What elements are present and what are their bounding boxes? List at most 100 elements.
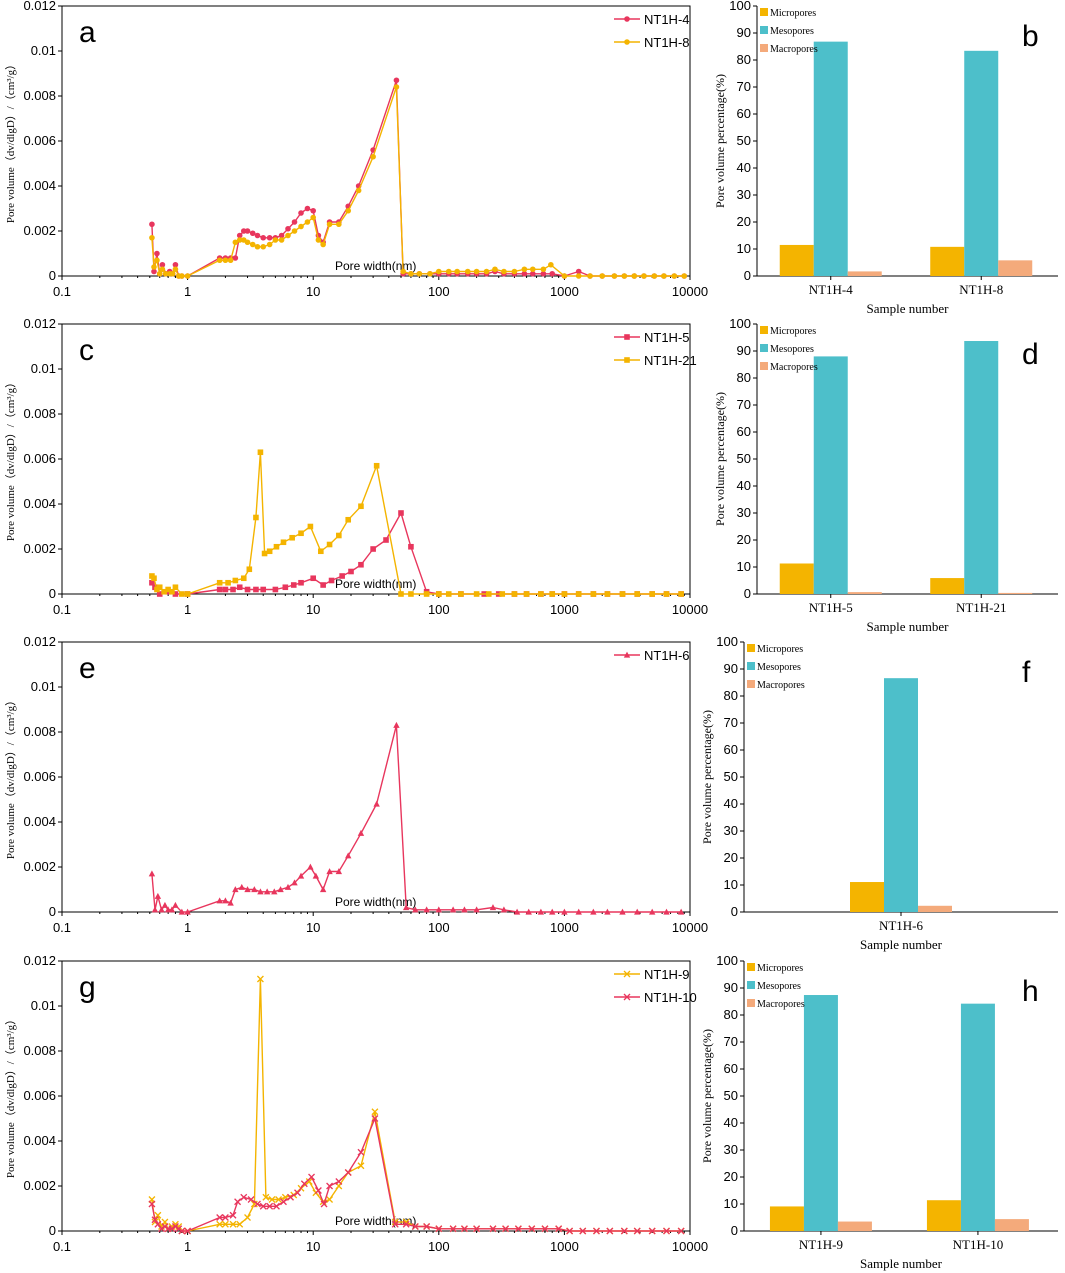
panel-letter: h <box>1022 975 1039 1008</box>
legend-label: NT1H-21 <box>644 353 697 368</box>
y-tick-label: 0.002 <box>23 1178 56 1193</box>
data-point <box>266 241 273 248</box>
data-point <box>445 268 452 275</box>
bar-micropores <box>779 244 814 276</box>
data-point <box>357 1162 365 1170</box>
y-tick-label: 60 <box>724 742 738 757</box>
data-point <box>590 591 597 597</box>
x-tick-label: 1000 <box>550 1239 579 1254</box>
data-point <box>499 591 506 597</box>
data-point <box>391 1220 399 1228</box>
panel-b: 0 10 20 30 40 50 60 70 80 90 100 NT1H-4 NT1H-8 Sample… <box>713 0 1058 316</box>
x-tick-label: 1000 <box>550 602 579 617</box>
y-tick-label: 60 <box>737 424 751 439</box>
x-tick-label: 1 <box>184 920 191 935</box>
legend-item: Mesopores <box>747 662 801 673</box>
data-point <box>511 591 518 597</box>
y-tick-label: 100 <box>716 953 738 968</box>
data-point <box>593 1227 600 1235</box>
data-point <box>500 906 508 913</box>
data-point <box>232 886 239 893</box>
legend-swatch <box>747 981 755 989</box>
data-point <box>357 829 365 836</box>
bar-micropores <box>930 246 965 276</box>
data-point <box>230 586 236 593</box>
x-tick-label: 1 <box>184 284 191 299</box>
data-point <box>168 906 176 913</box>
y-tick-label: 30 <box>724 823 738 838</box>
data-point <box>216 586 223 593</box>
data-point <box>483 268 490 275</box>
data-point <box>412 906 419 913</box>
data-point <box>320 582 326 588</box>
data-point <box>604 591 611 597</box>
bar-mesopores <box>964 341 999 594</box>
y-tick-label: 60 <box>724 1061 738 1076</box>
panel-d: 0 10 20 30 40 50 60 70 80 90 100 NT1H-5 NT1H-21 Sampl… <box>713 316 1058 634</box>
category-label: NT1H-6 <box>879 918 924 933</box>
data-point <box>624 39 630 45</box>
series-NT1H-6 <box>148 721 685 915</box>
bar-micropores <box>779 563 814 594</box>
bar-micropores <box>769 1206 804 1231</box>
legend-swatch <box>747 680 755 688</box>
y-axis-label: Pore volume percentage(%) <box>713 392 727 526</box>
data-point <box>171 1220 179 1228</box>
data-point <box>315 237 322 243</box>
legend-item: NT1H-6 <box>614 648 690 663</box>
y-tick-label: 0.004 <box>23 496 56 511</box>
x-tick-label: 10 <box>306 1239 320 1254</box>
data-point <box>314 1187 322 1194</box>
data-point <box>473 1225 481 1233</box>
data-point <box>251 886 258 893</box>
y-tick-label: 100 <box>729 316 751 331</box>
y-tick-label: 50 <box>724 1088 738 1103</box>
data-point <box>272 237 279 243</box>
data-point <box>280 1198 287 1206</box>
data-point <box>400 268 406 275</box>
data-point <box>599 273 606 279</box>
category-label: NT1H-4 <box>809 282 854 297</box>
data-point <box>411 1223 419 1230</box>
legend-swatch <box>747 662 755 670</box>
data-point <box>172 266 179 273</box>
y-tick-label: 0.004 <box>23 178 56 193</box>
data-point <box>300 1180 308 1188</box>
data-point <box>254 1200 261 1208</box>
data-point <box>355 187 362 194</box>
data-point <box>285 225 291 232</box>
data-point <box>289 534 295 541</box>
data-point <box>254 243 261 250</box>
legend-label: Macropores <box>770 362 818 373</box>
data-point <box>294 1189 301 1197</box>
data-point <box>307 523 314 530</box>
legend-item: Micropores <box>747 644 803 655</box>
y-tick-label: 0.004 <box>23 814 56 829</box>
series-line <box>151 1117 682 1232</box>
data-point <box>156 591 163 597</box>
data-point <box>172 901 179 908</box>
x-axis-label: Pore width(nm) <box>335 259 416 273</box>
data-point <box>677 1227 685 1235</box>
data-point <box>169 270 176 277</box>
data-point <box>151 1216 159 1224</box>
data-point <box>148 1200 156 1208</box>
x-axis-label: Sample number <box>860 1256 943 1271</box>
data-point <box>257 888 264 895</box>
data-point <box>232 577 239 584</box>
data-point <box>232 239 239 246</box>
y-tick-label: 0.008 <box>23 1043 56 1058</box>
data-point <box>225 579 231 586</box>
legend-item: NT1H-21 <box>614 353 697 368</box>
data-point <box>634 908 641 915</box>
data-point <box>511 268 518 275</box>
data-point <box>222 257 229 264</box>
category-label: NT1H-21 <box>956 600 1007 615</box>
data-point <box>548 261 554 268</box>
data-point <box>335 868 343 875</box>
y-tick-label: 0 <box>49 586 56 601</box>
x-tick-label: 10000 <box>672 602 708 617</box>
data-point <box>178 1227 186 1235</box>
data-point <box>464 268 471 275</box>
data-point <box>229 1220 237 1228</box>
